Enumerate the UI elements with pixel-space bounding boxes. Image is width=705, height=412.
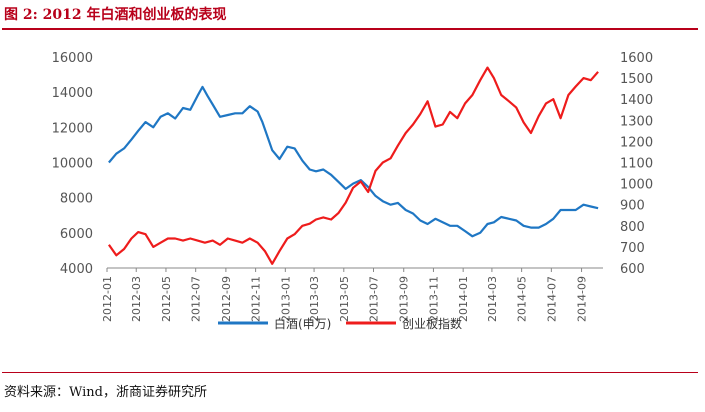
right-tick-label: 1100 xyxy=(620,157,653,172)
left-tick-label: 16000 xyxy=(52,51,93,66)
line-chart: 4000 6000 8000 10000 12000 14000 16000 600 700 8… xyxy=(52,51,653,331)
right-tick-label: 1500 xyxy=(620,72,653,87)
right-tick-label: 1000 xyxy=(620,178,653,193)
legend-label: 创业板指数 xyxy=(402,316,462,331)
x-tick-label: 2012-01 xyxy=(101,276,114,322)
x-tick-label: 2013-07 xyxy=(368,276,381,322)
x-tick-label: 2013-09 xyxy=(398,276,411,322)
left-tick-label: 10000 xyxy=(52,157,93,172)
x-tick-label: 2013-11 xyxy=(427,276,440,322)
right-tick-label: 1300 xyxy=(620,114,653,129)
right-tick-label: 700 xyxy=(620,241,645,256)
x-tick-label: 2014-03 xyxy=(486,276,499,322)
legend-label: 白酒(申万) xyxy=(274,316,331,331)
figure-title: 图 2: 2012 年白酒和创业板的表现 xyxy=(4,7,227,23)
left-tick-label: 12000 xyxy=(52,121,93,136)
x-tick-label: 2012-05 xyxy=(160,276,173,322)
x-tick-label: 2012-03 xyxy=(130,276,143,322)
right-axis: 600 700 800 900 1000 1100 1200 1300 1400 1500 1600 xyxy=(620,51,653,277)
title-rule xyxy=(2,28,698,30)
left-tick-label: 6000 xyxy=(60,227,93,242)
x-tick-label: 2012-09 xyxy=(220,276,233,322)
source-note: 资料来源：Wind，浙商证券研究所 xyxy=(4,385,207,400)
series-line-chinext xyxy=(108,66,599,265)
right-tick-label: 1600 xyxy=(620,51,653,66)
x-tick-label: 2014-05 xyxy=(516,276,529,322)
x-tick-label: 2012-11 xyxy=(250,276,263,322)
x-axis: 2012-01 2012-03 2012-05 2012-07 2012-09 2012-… xyxy=(101,267,603,322)
x-tick-label: 2014-09 xyxy=(576,276,589,322)
x-tick-label: 2012-07 xyxy=(190,276,203,322)
series-line-baijiu xyxy=(108,85,599,238)
source-rule xyxy=(2,372,698,373)
x-tick-label: 2013-01 xyxy=(279,276,292,322)
right-tick-label: 1400 xyxy=(620,93,653,108)
right-tick-label: 900 xyxy=(620,199,645,214)
x-tick-label: 2014-07 xyxy=(545,276,558,322)
left-tick-label: 8000 xyxy=(60,192,93,207)
left-axis: 4000 6000 8000 10000 12000 14000 16000 xyxy=(52,51,93,277)
x-tick-label: 2013-05 xyxy=(338,276,351,322)
right-tick-label: 1200 xyxy=(620,135,653,150)
right-tick-label: 800 xyxy=(620,220,645,235)
series-group xyxy=(108,66,599,265)
x-tick-label: 2013-03 xyxy=(308,276,321,322)
left-tick-label: 14000 xyxy=(52,86,93,101)
x-tick-label: 2014-01 xyxy=(457,276,470,322)
chart-legend: 白酒(申万) 创业板指数 xyxy=(218,316,462,331)
left-tick-label: 4000 xyxy=(60,262,93,277)
right-tick-label: 600 xyxy=(620,262,645,277)
